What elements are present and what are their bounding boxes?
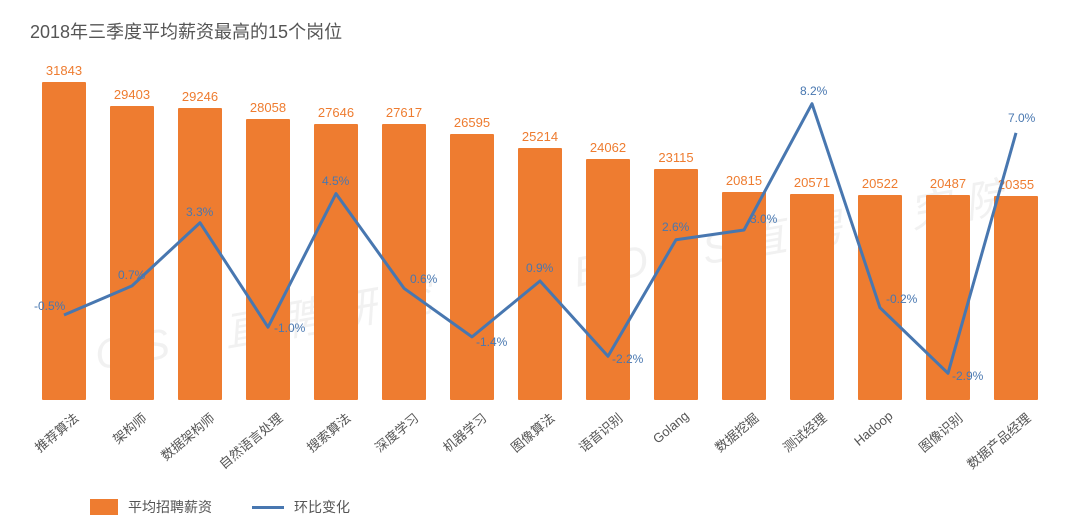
- line-labels-layer: -0.5% 0.7% 3.3% -1.0% 4.5% 0.6% -1.4% 0.9% -2.2%…: [30, 60, 1050, 400]
- x-axis-label: 语音识别: [574, 408, 626, 456]
- x-axis-label: 架构师: [108, 408, 150, 448]
- line-value-label: 4.5%: [322, 174, 349, 188]
- x-axis-label: 图像识别: [914, 408, 966, 456]
- x-axis-label: 搜索算法: [302, 408, 354, 456]
- chart-title: 2018年三季度平均薪资最高的15个岗位: [30, 18, 342, 44]
- line-value-label: 0.9%: [526, 261, 553, 275]
- line-value-label: -2.9%: [952, 369, 983, 383]
- x-axis-labels: 推荐算法架构师数据架构师自然语言处理搜索算法深度学习机器学习图像算法语音识别 Go…: [30, 400, 1050, 480]
- x-axis-label: 图像算法: [506, 408, 558, 456]
- line-value-label: 3.3%: [186, 205, 213, 219]
- line-value-label: 8.2%: [800, 84, 827, 98]
- legend: 平均招聘薪资 环比变化: [90, 497, 350, 517]
- x-axis-label: 机器学习: [438, 408, 490, 456]
- line-value-label: 7.0%: [1008, 111, 1035, 125]
- line-value-label: -1.4%: [476, 335, 507, 349]
- legend-label-line: 环比变化: [294, 497, 350, 517]
- line-value-label: 0.7%: [118, 268, 145, 282]
- legend-label-bar: 平均招聘薪资: [128, 497, 212, 517]
- x-axis-label: Hadoop: [851, 408, 896, 449]
- x-axis-label: 数据挖掘: [710, 408, 762, 456]
- x-axis-label: 数据产品经理: [962, 408, 1034, 473]
- x-axis-label: 推荐算法: [30, 408, 82, 456]
- legend-item-line: 环比变化: [252, 497, 350, 517]
- x-axis-label: Golang: [650, 408, 692, 446]
- x-axis-label: 测试经理: [778, 408, 830, 456]
- line-value-label: 0.6%: [410, 272, 437, 286]
- x-axis-label: 数据架构师: [156, 408, 218, 464]
- line-value-label: 2.6%: [662, 220, 689, 234]
- x-axis-label: 深度学习: [370, 408, 422, 456]
- line-value-label: -0.2%: [886, 292, 917, 306]
- chart-container: 2018年三季度平均薪资最高的15个岗位 BOSS直聘研究院 BOSS直聘研究院…: [0, 0, 1080, 529]
- x-axis-label: 自然语言处理: [214, 408, 286, 473]
- legend-swatch-line: [252, 506, 284, 509]
- legend-swatch-bar: [90, 499, 118, 515]
- line-value-label: -1.0%: [274, 321, 305, 335]
- line-value-label: -0.5%: [34, 299, 65, 313]
- legend-item-bar: 平均招聘薪资: [90, 497, 212, 517]
- line-value-label: 3.0%: [750, 212, 777, 226]
- line-value-label: -2.2%: [612, 352, 643, 366]
